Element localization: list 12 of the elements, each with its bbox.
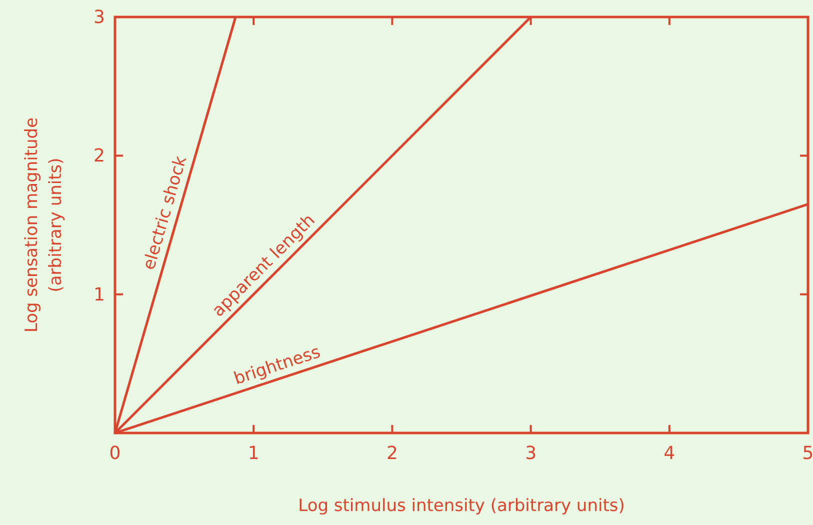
text: electric shock <box>139 154 192 272</box>
x-tick-label: 1 <box>248 443 260 464</box>
x-tick-label: 5 <box>802 443 813 464</box>
x-tick-label: 2 <box>386 443 398 464</box>
x-tick-label: 4 <box>664 443 676 464</box>
y-tick-label: 2 <box>94 146 105 167</box>
y-axis-title: Log sensation magnitude (arbitrary units) <box>22 117 66 333</box>
y-tick-label: 1 <box>94 284 105 306</box>
x-tick-label: 3 <box>525 443 537 464</box>
x-axis-title: Log stimulus intensity (arbitrary units) <box>298 496 625 516</box>
y-tick-label: 3 <box>94 7 105 28</box>
x-tick-label: 0 <box>109 443 121 464</box>
